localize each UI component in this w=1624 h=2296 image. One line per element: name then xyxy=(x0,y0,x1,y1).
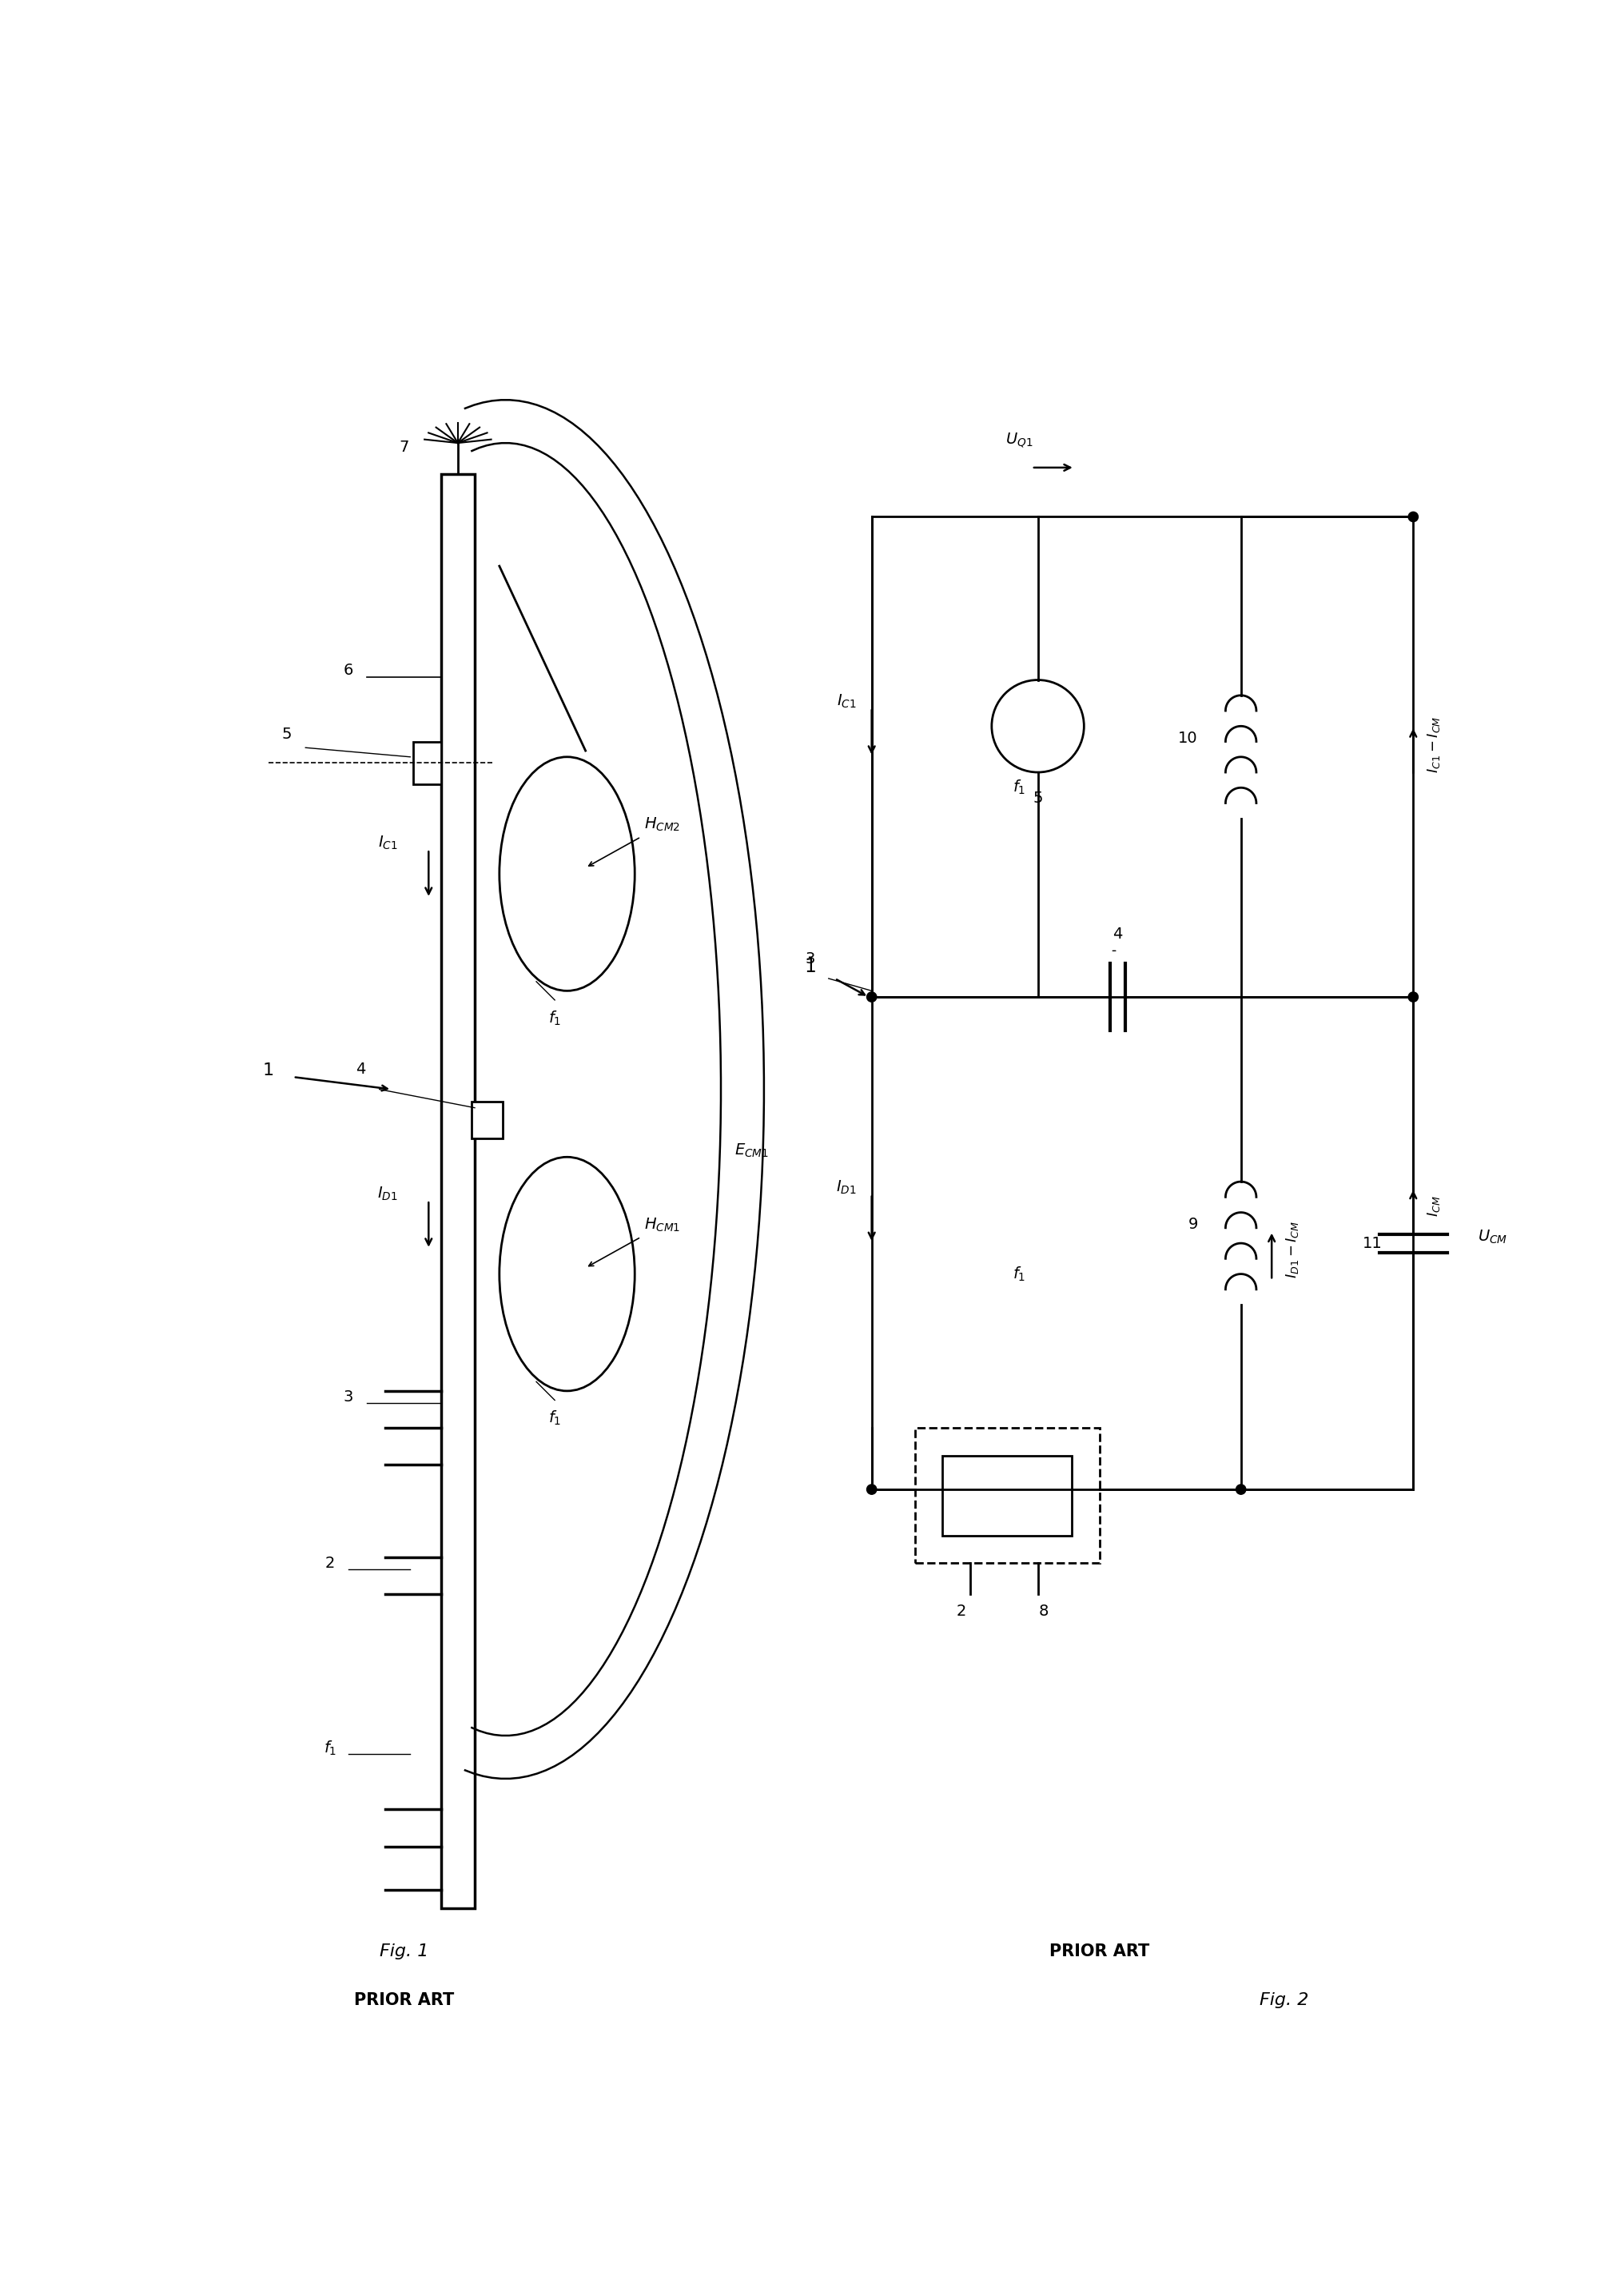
Text: $H_{CM1}$: $H_{CM1}$ xyxy=(645,1217,680,1233)
Text: $f_1$: $f_1$ xyxy=(1013,778,1026,797)
Text: 3: 3 xyxy=(806,951,815,967)
Circle shape xyxy=(1408,512,1418,521)
Text: $U_{Q1}$: $U_{Q1}$ xyxy=(1005,432,1033,450)
Text: 2: 2 xyxy=(957,1603,966,1619)
Text: 3: 3 xyxy=(344,1389,354,1405)
Text: $E_{CM1}$: $E_{CM1}$ xyxy=(734,1143,768,1159)
Text: $I_{D1}$: $I_{D1}$ xyxy=(836,1180,856,1196)
Bar xyxy=(914,1428,1099,1564)
Text: 10: 10 xyxy=(1177,730,1199,746)
Text: 6: 6 xyxy=(344,664,354,677)
Text: Fig. 2: Fig. 2 xyxy=(1260,1993,1309,2009)
Text: Fig. 1: Fig. 1 xyxy=(380,1942,429,1958)
Bar xyxy=(440,473,474,1908)
Text: 4: 4 xyxy=(1112,925,1122,941)
Text: 5: 5 xyxy=(1033,790,1043,806)
Text: 5: 5 xyxy=(283,726,292,742)
Text: $H_{CM2}$: $H_{CM2}$ xyxy=(645,815,680,833)
Text: $I_{C1}$: $I_{C1}$ xyxy=(836,693,856,709)
Text: PRIOR ART: PRIOR ART xyxy=(1049,1942,1150,1958)
Bar xyxy=(412,742,440,785)
Circle shape xyxy=(867,992,877,1001)
Text: $I_{C1}-I_{CM}$: $I_{C1}-I_{CM}$ xyxy=(1426,716,1442,774)
Text: $f_1$: $f_1$ xyxy=(323,1738,336,1756)
Text: $I_{CM}$: $I_{CM}$ xyxy=(1426,1196,1442,1217)
Text: 9: 9 xyxy=(1187,1217,1199,1233)
Circle shape xyxy=(1236,1486,1246,1495)
Text: 4: 4 xyxy=(356,1061,365,1077)
Circle shape xyxy=(1408,992,1418,1001)
Text: 2: 2 xyxy=(325,1557,335,1570)
Text: 1: 1 xyxy=(804,957,817,976)
Text: 8: 8 xyxy=(1039,1603,1049,1619)
Text: PRIOR ART: PRIOR ART xyxy=(354,1993,455,2009)
Text: 7: 7 xyxy=(400,441,409,455)
Text: $I_{D1}-I_{CM}$: $I_{D1}-I_{CM}$ xyxy=(1285,1221,1299,1279)
Text: $f_1$: $f_1$ xyxy=(549,1410,562,1428)
Text: 1: 1 xyxy=(263,1063,274,1079)
Text: 11: 11 xyxy=(1363,1235,1382,1251)
Bar xyxy=(942,1456,1072,1536)
Text: $f_1$: $f_1$ xyxy=(549,1010,562,1026)
Text: $f_1$: $f_1$ xyxy=(1013,1265,1026,1283)
Text: $U_{CM}$: $U_{CM}$ xyxy=(1478,1228,1507,1244)
Bar xyxy=(471,1102,502,1139)
Circle shape xyxy=(867,1486,877,1495)
Text: $I_{D1}$: $I_{D1}$ xyxy=(377,1185,398,1203)
Text: $I_{C1}$: $I_{C1}$ xyxy=(378,833,398,852)
